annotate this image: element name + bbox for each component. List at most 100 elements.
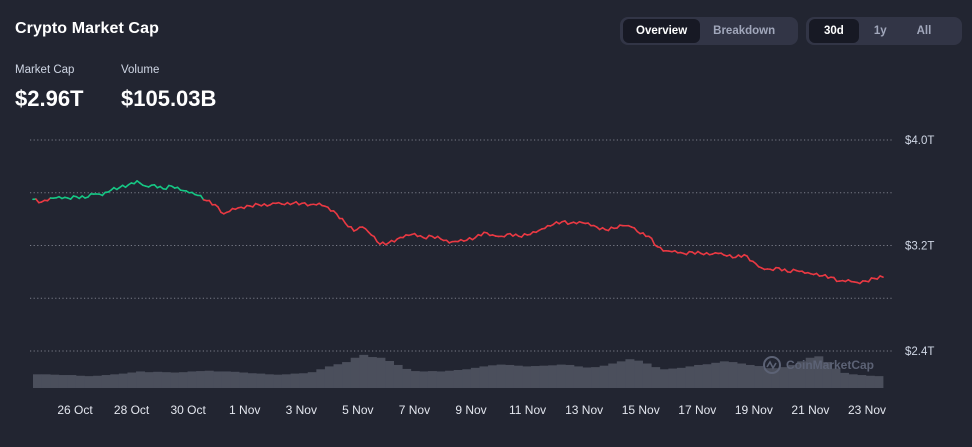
volume-bar (754, 366, 764, 388)
volume-bar (599, 365, 609, 388)
volume-bar (470, 367, 480, 388)
volume-bar (101, 375, 111, 388)
volume-bar (393, 364, 403, 388)
volume-bar (462, 369, 472, 388)
x-tick-label: 15 Nov (622, 403, 660, 417)
x-tick-label: 1 Nov (229, 403, 260, 417)
tab-breakdown[interactable]: Breakdown (713, 25, 776, 37)
volume-bar (187, 371, 197, 388)
volume-bar (445, 370, 455, 388)
y-tick-label: $3.2T (905, 241, 934, 253)
y-tick-label: $2.4T (905, 346, 934, 358)
volume-label: Volume (121, 64, 160, 76)
volume-bar (496, 364, 506, 388)
volume-bar (831, 368, 841, 388)
volume-bar (247, 373, 257, 388)
price-line-segment (208, 199, 214, 206)
price-line-segment (879, 275, 884, 278)
price-line-segment (335, 213, 341, 220)
x-tick-label: 23 Nov (848, 403, 886, 417)
volume-bar (221, 371, 231, 388)
volume-bar (359, 354, 369, 388)
range-all-button[interactable]: All (916, 25, 932, 37)
x-tick-label: 9 Nov (455, 403, 486, 417)
volume-bar (67, 375, 77, 388)
volume-bar (324, 366, 334, 388)
volume-bar (505, 364, 515, 388)
volume-bar (857, 375, 867, 388)
volume-bar (153, 371, 163, 388)
x-tick-label: 13 Nov (565, 403, 603, 417)
volume-bar (50, 374, 60, 388)
volume-bar (685, 366, 695, 388)
volume-bar (840, 372, 850, 388)
volume-bar (196, 371, 206, 388)
volume-bar (281, 374, 291, 388)
price-line-segment (199, 194, 205, 201)
volume-bar (608, 363, 618, 388)
volume-bar (385, 361, 395, 388)
x-tick-label: 28 Oct (114, 403, 150, 417)
volume-bar (668, 368, 678, 388)
market-cap-value: $2.96T (15, 86, 84, 111)
volume-bar (779, 367, 789, 388)
range-1y-button[interactable]: 1y (873, 25, 887, 37)
volume-bar (118, 373, 128, 388)
volume-bar (376, 357, 386, 388)
volume-bar (84, 376, 94, 388)
volume-bar (170, 372, 180, 388)
x-tick-label: 30 Oct (170, 403, 206, 417)
volume-bar (573, 366, 583, 388)
y-tick-label: $4.0T (905, 135, 934, 147)
volume-bar (453, 370, 463, 388)
volume-bar (488, 365, 498, 388)
market-cap-label: Market Cap (15, 64, 75, 76)
volume-bar (136, 371, 146, 388)
volume-bar (239, 372, 249, 388)
volume-bar (616, 361, 626, 388)
volume-bar (93, 375, 103, 388)
volume-bar (556, 364, 566, 388)
coinmarketcap-watermark: CoinMarketCap (763, 356, 874, 374)
volume-bar (814, 356, 824, 388)
volume-bar (745, 364, 755, 388)
price-line-segment (341, 217, 347, 224)
price-line-segment (373, 235, 378, 243)
volume-bar (651, 367, 661, 388)
volume-bar (178, 372, 188, 388)
x-tick-label: 11 Nov (509, 403, 546, 417)
x-tick-label: 7 Nov (399, 403, 430, 417)
volume-bar (230, 371, 240, 388)
volume-bar (848, 374, 858, 388)
x-tick-label: 21 Nov (791, 403, 829, 417)
volume-bar (75, 375, 85, 388)
volume-bar (419, 371, 429, 388)
volume-bar (822, 362, 832, 388)
volume-bar (342, 362, 352, 388)
page-title: Crypto Market Cap (15, 20, 159, 37)
volume-bar (591, 367, 601, 388)
x-tick-label: 17 Nov (678, 403, 716, 417)
volume-bar (788, 364, 798, 388)
volume-bar (865, 375, 875, 388)
volume-bar (307, 372, 317, 388)
volume-bar (728, 362, 738, 388)
x-tick-label: 3 Nov (286, 403, 317, 417)
tab-overview[interactable]: Overview (623, 19, 701, 43)
coinmarketcap-logo-icon (763, 356, 781, 374)
volume-bar (548, 365, 558, 388)
price-line-segment (833, 276, 838, 283)
range-30d-button[interactable]: 30d (809, 19, 859, 43)
price-line-segment (746, 255, 751, 262)
volume-bar (402, 368, 412, 388)
volume-bar (530, 366, 540, 388)
volume-bar (874, 376, 884, 388)
volume-bar (805, 357, 815, 388)
volume-bar (479, 366, 489, 388)
volume-bar (737, 363, 747, 388)
volume-bar (290, 373, 300, 388)
volume-bar (213, 371, 223, 388)
volume-bar (427, 371, 437, 388)
volume-bar (762, 368, 772, 388)
